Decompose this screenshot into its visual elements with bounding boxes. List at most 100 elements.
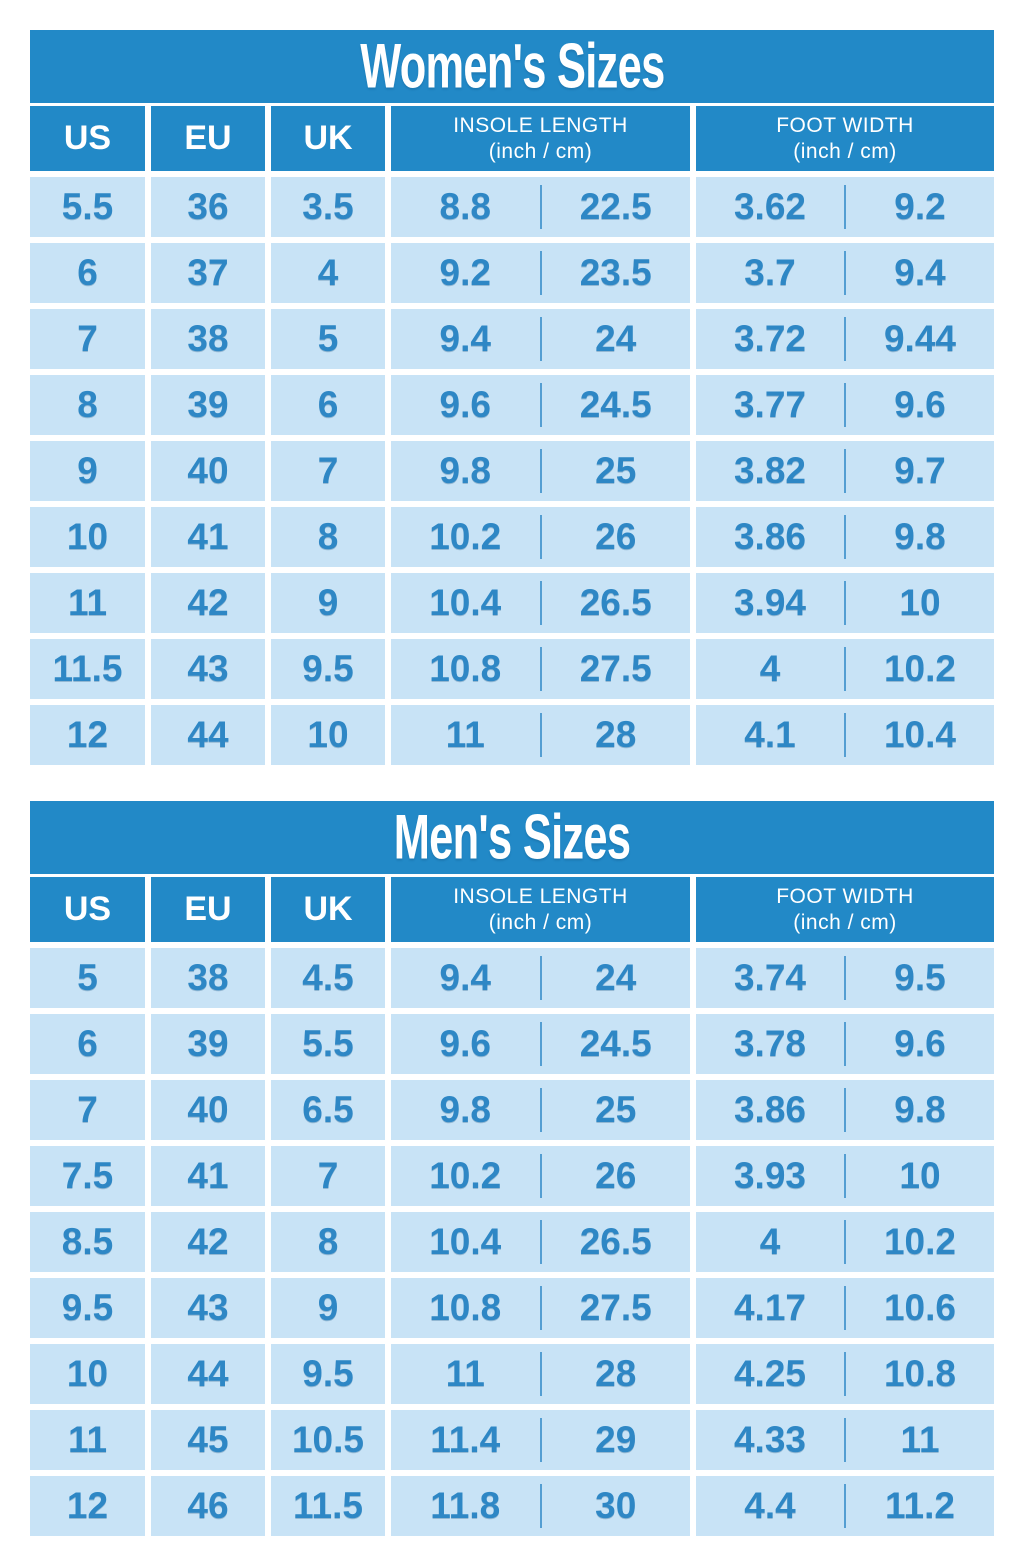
insole-cm-value: 25 bbox=[595, 450, 637, 491]
table-row: 7 40 6.5 9.8 25 3.86 9.8 bbox=[30, 1080, 994, 1140]
uk-size-cell: 11.5 bbox=[271, 1476, 385, 1536]
insole-inch-value: 11 bbox=[445, 714, 485, 755]
eu-size-cell: 43 bbox=[151, 1278, 265, 1338]
cell-divider bbox=[844, 1352, 846, 1396]
foot-width-cell: 4 10.2 bbox=[696, 639, 994, 699]
header-foot-width: FOOT WIDTH (inch / cm) bbox=[696, 106, 994, 171]
eu-size-cell: 46 bbox=[151, 1476, 265, 1536]
insole-length-cell: 9.4 24 bbox=[391, 309, 690, 369]
width-inch-value: 4.1 bbox=[744, 714, 796, 755]
insole-inch-value: 11 bbox=[445, 1353, 485, 1394]
foot-width-cell: 3.7 9.4 bbox=[696, 243, 994, 303]
uk-size-cell: 6 bbox=[271, 375, 385, 435]
foot-width-cell: 3.72 9.44 bbox=[696, 309, 994, 369]
uk-size-cell: 8 bbox=[271, 507, 385, 567]
us-size-cell: 7 bbox=[30, 309, 145, 369]
us-size-cell: 10 bbox=[30, 1344, 145, 1404]
insole-inch-value: 11.8 bbox=[430, 1485, 501, 1526]
insole-inch-value: 9.4 bbox=[439, 318, 491, 359]
insole-length-cell: 8.8 22.5 bbox=[391, 177, 690, 237]
us-size-cell: 11.5 bbox=[30, 639, 145, 699]
uk-size-cell: 9 bbox=[271, 1278, 385, 1338]
us-size-cell: 5 bbox=[30, 948, 145, 1008]
insole-inch-value: 10.2 bbox=[429, 516, 502, 557]
uk-size-cell: 7 bbox=[271, 441, 385, 501]
eu-size-cell: 41 bbox=[151, 1146, 265, 1206]
foot-width-cell: 3.82 9.7 bbox=[696, 441, 994, 501]
width-cm-value: 10.2 bbox=[883, 648, 956, 689]
insole-cm-value: 24.5 bbox=[579, 384, 652, 425]
width-cm-value: 9.6 bbox=[894, 1023, 946, 1064]
us-size-cell: 5.5 bbox=[30, 177, 145, 237]
width-inch-value: 4.25 bbox=[733, 1353, 806, 1394]
insole-length-cell: 9.4 24 bbox=[391, 948, 690, 1008]
cell-divider bbox=[539, 956, 542, 1000]
width-cm-value: 9.4 bbox=[894, 252, 946, 293]
insole-inch-value: 9.4 bbox=[439, 957, 491, 998]
table-row: 11.5 43 9.5 10.8 27.5 4 10.2 bbox=[30, 639, 994, 699]
insole-inch-value: 10.8 bbox=[429, 648, 502, 689]
insole-inch-value: 9.6 bbox=[439, 1023, 491, 1064]
header-insole-length: INSOLE LENGTH (inch / cm) bbox=[391, 877, 690, 942]
header-width-title: FOOT WIDTH bbox=[776, 113, 914, 137]
foot-width-cell: 3.86 9.8 bbox=[696, 1080, 994, 1140]
cell-divider bbox=[844, 251, 846, 295]
width-cm-value: 11 bbox=[900, 1419, 940, 1460]
eu-size-cell: 40 bbox=[151, 441, 265, 501]
width-inch-value: 3.93 bbox=[733, 1155, 806, 1196]
cell-divider bbox=[539, 1088, 542, 1132]
cell-divider bbox=[844, 1022, 846, 1066]
table-row: 7.5 41 7 10.2 26 3.93 10 bbox=[30, 1146, 994, 1206]
mens-table-rows: 5 38 4.5 9.4 24 3.74 9.5 6 39 5.5 9.6 24… bbox=[30, 948, 994, 1536]
insole-length-cell: 10.2 26 bbox=[391, 507, 690, 567]
width-cm-value: 9.7 bbox=[894, 450, 946, 491]
cell-divider bbox=[539, 1022, 542, 1066]
insole-inch-value: 10.8 bbox=[429, 1287, 502, 1328]
insole-length-cell: 11 28 bbox=[391, 1344, 690, 1404]
cell-divider bbox=[539, 383, 542, 427]
insole-cm-value: 28 bbox=[595, 714, 637, 755]
insole-cm-value: 27.5 bbox=[579, 1287, 652, 1328]
foot-width-cell: 4.4 11.2 bbox=[696, 1476, 994, 1536]
eu-size-cell: 37 bbox=[151, 243, 265, 303]
table-row: 5.5 36 3.5 8.8 22.5 3.62 9.2 bbox=[30, 177, 994, 237]
insole-cm-value: 28 bbox=[595, 1353, 637, 1394]
us-size-cell: 10 bbox=[30, 507, 145, 567]
foot-width-cell: 4.1 10.4 bbox=[696, 705, 994, 765]
width-inch-value: 3.77 bbox=[733, 384, 806, 425]
womens-table-rows: 5.5 36 3.5 8.8 22.5 3.62 9.2 6 37 4 9.2 … bbox=[30, 177, 994, 765]
eu-size-cell: 39 bbox=[151, 1014, 265, 1074]
cell-divider bbox=[844, 1220, 846, 1264]
uk-size-cell: 8 bbox=[271, 1212, 385, 1272]
foot-width-cell: 3.93 10 bbox=[696, 1146, 994, 1206]
uk-size-cell: 9 bbox=[271, 573, 385, 633]
foot-width-cell: 3.77 9.6 bbox=[696, 375, 994, 435]
insole-length-cell: 9.6 24.5 bbox=[391, 375, 690, 435]
insole-inch-value: 9.6 bbox=[439, 384, 491, 425]
cell-divider bbox=[844, 956, 846, 1000]
insole-inch-value: 11.4 bbox=[430, 1419, 501, 1460]
insole-cm-value: 24 bbox=[595, 957, 637, 998]
us-size-cell: 6 bbox=[30, 243, 145, 303]
insole-inch-value: 10.4 bbox=[429, 1221, 502, 1262]
uk-size-cell: 4.5 bbox=[271, 948, 385, 1008]
us-size-cell: 6 bbox=[30, 1014, 145, 1074]
cell-divider bbox=[844, 185, 846, 229]
uk-size-cell: 3.5 bbox=[271, 177, 385, 237]
width-inch-value: 4.33 bbox=[733, 1419, 806, 1460]
us-size-cell: 7 bbox=[30, 1080, 145, 1140]
insole-length-cell: 11.4 29 bbox=[391, 1410, 690, 1470]
insole-cm-value: 26 bbox=[595, 516, 637, 557]
table-row: 5 38 4.5 9.4 24 3.74 9.5 bbox=[30, 948, 994, 1008]
width-cm-value: 10.8 bbox=[883, 1353, 956, 1394]
insole-length-cell: 11.8 30 bbox=[391, 1476, 690, 1536]
table-row: 9 40 7 9.8 25 3.82 9.7 bbox=[30, 441, 994, 501]
table-row: 9.5 43 9 10.8 27.5 4.17 10.6 bbox=[30, 1278, 994, 1338]
cell-divider bbox=[844, 383, 846, 427]
table-row: 11 42 9 10.4 26.5 3.94 10 bbox=[30, 573, 994, 633]
cell-divider bbox=[539, 1286, 542, 1330]
table-row: 12 44 10 11 28 4.1 10.4 bbox=[30, 705, 994, 765]
header-width-title: FOOT WIDTH bbox=[776, 884, 914, 908]
cell-divider bbox=[539, 1154, 542, 1198]
cell-divider bbox=[844, 581, 846, 625]
